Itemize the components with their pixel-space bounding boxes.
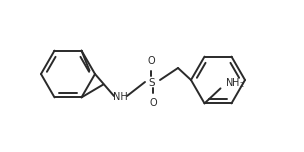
Text: NH: NH: [112, 92, 127, 102]
Text: O: O: [149, 98, 157, 108]
Text: S: S: [149, 78, 155, 88]
Text: O: O: [147, 56, 155, 66]
Text: NH$_2$: NH$_2$: [225, 76, 244, 90]
